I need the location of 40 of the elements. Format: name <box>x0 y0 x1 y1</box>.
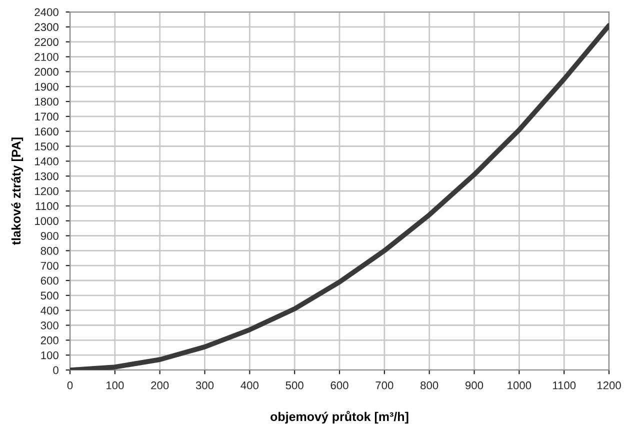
y-tick-label: 2300 <box>34 23 58 32</box>
y-tick-label: 600 <box>40 276 58 285</box>
y-tick-label: 1800 <box>35 98 58 106</box>
y-tick-label: 1600 <box>35 128 58 136</box>
x-tick-label: 1200 <box>597 381 621 390</box>
x-tick-label: 200 <box>151 381 169 390</box>
x-tick-label: 0 <box>67 381 73 390</box>
y-tick-label: 700 <box>40 262 58 270</box>
y-tick-label: 0 <box>53 366 58 374</box>
x-tick-label: 600 <box>330 381 348 390</box>
x-tick-label: 300 <box>196 381 214 390</box>
y-tick-label: 1200 <box>35 187 58 196</box>
y-tick-label: 2100 <box>34 53 58 61</box>
y-tick-label: 1400 <box>35 157 58 166</box>
y-tick-label: 500 <box>40 292 58 300</box>
x-tick-label: 800 <box>420 381 438 390</box>
y-tick-label: 1100 <box>36 202 58 210</box>
y-tick-label: 100 <box>41 351 58 360</box>
y-tick-label: 1000 <box>35 217 58 225</box>
y-tick-label: 1700 <box>35 112 58 121</box>
y-axis-title: tlakové ztráty [PA] <box>11 138 24 245</box>
y-tick-label: 1300 <box>35 172 58 180</box>
y-tick-label: 800 <box>40 246 58 255</box>
x-tick-label: 700 <box>376 381 394 390</box>
y-tick-label: 1500 <box>35 142 58 150</box>
y-tick-label: 400 <box>40 306 58 314</box>
y-tick-label: 2000 <box>34 68 58 76</box>
x-tick-label: 900 <box>466 381 484 390</box>
y-tick-label: 200 <box>40 336 58 344</box>
y-tick-label: 900 <box>40 232 58 240</box>
y-tick-label: 1900 <box>35 82 58 91</box>
y-tick-label: 300 <box>40 322 58 330</box>
x-tick-label: 100 <box>106 381 124 390</box>
x-axis-title: objemový průtok [m³/h] <box>270 410 408 424</box>
y-tick-label: 2200 <box>34 38 58 46</box>
x-tick-label: 1100 <box>552 381 576 390</box>
x-tick-label: 1000 <box>508 381 532 390</box>
y-tick-label: 2400 <box>34 8 58 16</box>
x-tick-label: 400 <box>240 381 258 390</box>
x-tick-label: 500 <box>286 381 304 390</box>
